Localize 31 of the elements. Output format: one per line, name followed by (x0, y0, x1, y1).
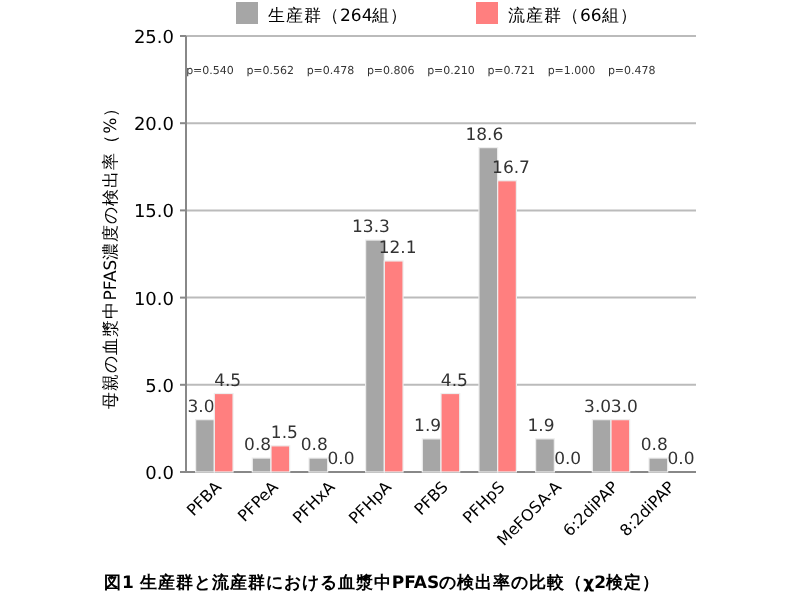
y-tick-label: 15.0 (133, 203, 175, 224)
data-label: 12.1 (378, 238, 417, 259)
data-label: 3.0 (584, 397, 612, 418)
data-label: 1.9 (414, 416, 442, 437)
data-label: 1.5 (270, 423, 298, 444)
data-label: 0.0 (667, 450, 695, 470)
data-label: 1.9 (527, 416, 555, 437)
y-tick-label: 5.0 (145, 377, 175, 398)
data-label: 0.0 (327, 450, 355, 470)
bar (308, 457, 329, 473)
data-label: 0.8 (244, 436, 272, 457)
bar (535, 438, 555, 473)
data-label: 0.0 (554, 450, 582, 470)
data-label: 0.8 (640, 436, 668, 457)
data-label: 0.8 (300, 436, 328, 457)
y-tick-label: 10.0 (133, 290, 175, 311)
y-tick-label: 20.0 (133, 116, 175, 137)
data-label: 13.3 (352, 218, 390, 239)
bar (648, 457, 669, 473)
y-tick-label: 25.0 (133, 29, 175, 49)
legend-label: 流産群（66組） (508, 5, 638, 27)
data-label: 3.0 (187, 397, 215, 418)
caption: 図1 生産群と流産群における血漿中PFASの検出率の比較（χ2検定） (104, 572, 661, 594)
data-label: 4.5 (214, 371, 242, 392)
legend-label: 生産群（264組） (268, 5, 409, 27)
y-axis-title: 母親の血漿中PFAS濃度の検出率（%） (100, 99, 122, 409)
data-label: 4.5 (440, 371, 468, 392)
data-label: 18.6 (465, 125, 504, 146)
data-label: 16.7 (492, 158, 530, 179)
data-label: 3.0 (610, 397, 638, 418)
y-tick-label: 0.0 (145, 465, 175, 485)
